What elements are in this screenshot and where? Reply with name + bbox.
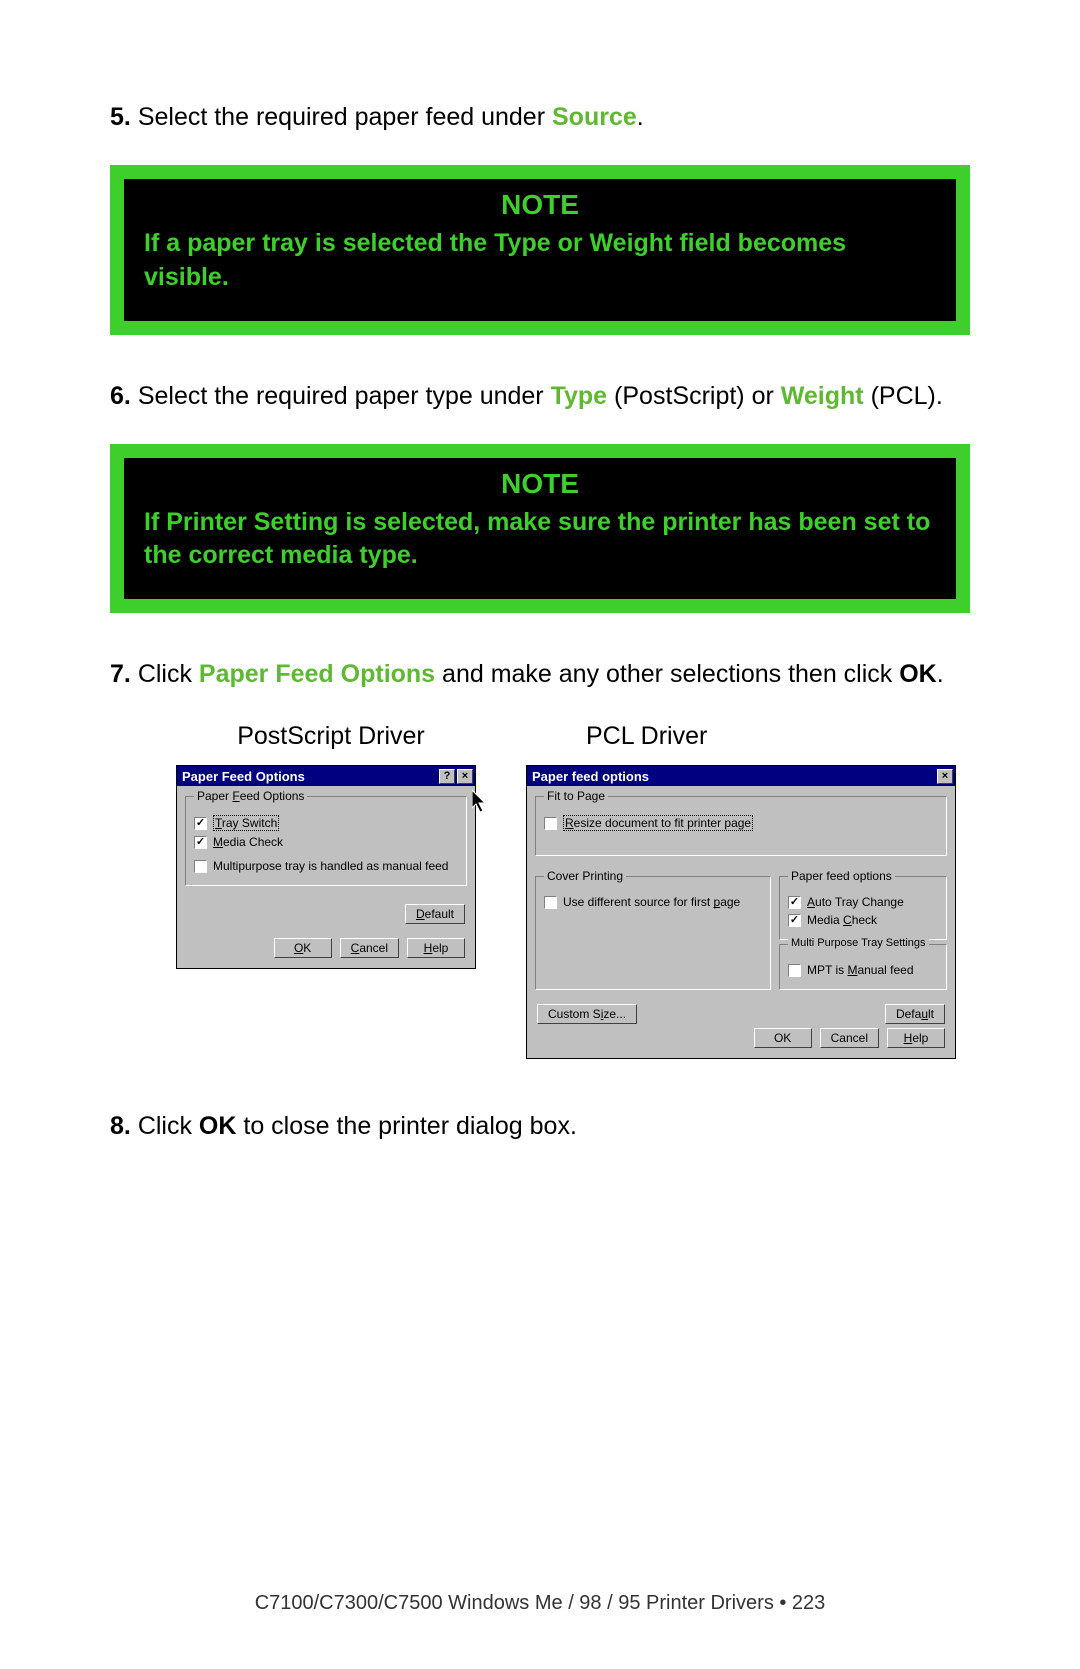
step-6-mid: (PostScript) or: [607, 382, 781, 410]
step-5-kw: Source: [552, 103, 637, 131]
pcl-cover-legend: Cover Printing: [544, 869, 626, 883]
pcl-dialog: Paper feed options × Fit to Page Resize …: [526, 765, 956, 1059]
ps-dialog-titlebar: Paper Feed Options ? ×: [177, 766, 475, 786]
checkbox-icon[interactable]: ✓: [194, 817, 207, 830]
step-6-kw1: Type: [551, 382, 608, 410]
step-8-num: 8.: [110, 1112, 131, 1140]
ps-mpt-label: Multipurpose tray is handled as manual f…: [213, 859, 448, 873]
ps-tray-switch-label: Tray Switch: [213, 815, 279, 831]
pcl-mediacheck-label: Media Check: [807, 913, 877, 927]
ps-dialog-close-icon[interactable]: ×: [457, 769, 473, 784]
drivers-row: PostScript Driver Paper Feed Options ? ×…: [176, 722, 970, 1059]
pcl-driver-label: PCL Driver: [526, 722, 956, 751]
pcl-group-cover: Cover Printing Use different source for …: [535, 876, 771, 990]
pcl-autotray-label: Auto Tray Change: [807, 895, 904, 909]
note-2-title: NOTE: [144, 468, 936, 500]
ps-tray-switch-row[interactable]: ✓ Tray Switch: [194, 815, 458, 831]
ps-group-legend: Paper Feed Options: [194, 789, 307, 803]
ps-group-paperfeed: Paper Feed Options ✓ Tray Switch ✓ Media…: [185, 796, 467, 886]
checkbox-icon[interactable]: [788, 964, 801, 977]
ps-help-button[interactable]: Help: [407, 938, 465, 958]
pcl-fit-legend: Fit to Page: [544, 789, 608, 803]
pcl-dialog-close-icon[interactable]: ×: [937, 769, 953, 784]
checkbox-icon[interactable]: ✓: [788, 914, 801, 927]
pcl-ok-button[interactable]: OK: [754, 1028, 812, 1048]
pcl-fit-row[interactable]: Resize document to fit printer page: [544, 815, 938, 831]
step-5: 5. Select the required paper feed under …: [110, 100, 970, 135]
ps-cancel-button[interactable]: Cancel: [340, 938, 399, 958]
step-7-kw1: Paper Feed Options: [199, 660, 435, 688]
pcl-cancel-button[interactable]: Cancel: [820, 1028, 879, 1048]
note-1-body: If a paper tray is selected the Type or …: [144, 227, 936, 295]
pcl-customsize-button[interactable]: Custom Size...: [537, 1004, 637, 1024]
checkbox-icon[interactable]: ✓: [788, 896, 801, 909]
pcl-group-mpt: Multi Purpose Tray Settings MPT is Manua…: [779, 944, 947, 990]
pcl-cover-label: Use different source for first page: [563, 895, 740, 909]
step-5-pre: Select the required paper feed under: [138, 103, 552, 131]
pcl-cover-row[interactable]: Use different source for first page: [544, 895, 762, 909]
ps-media-check-label: Media Check: [213, 835, 283, 849]
step-7: 7. Click Paper Feed Options and make any…: [110, 657, 970, 692]
pcl-mpt-label: MPT is Manual feed: [807, 963, 914, 977]
ps-dialog-title: Paper Feed Options: [182, 769, 305, 784]
step-5-num: 5.: [110, 103, 131, 131]
step-8-post: to close the printer dialog box.: [236, 1112, 576, 1140]
step-6: 6. Select the required paper type under …: [110, 379, 970, 414]
checkbox-icon[interactable]: [544, 817, 557, 830]
step-8-pre: Click: [138, 1112, 199, 1140]
ps-ok-button[interactable]: OK: [274, 938, 332, 958]
pcl-help-button[interactable]: Help: [887, 1028, 945, 1048]
checkbox-icon[interactable]: [544, 896, 557, 909]
note-1: NOTE If a paper tray is selected the Typ…: [110, 165, 970, 335]
step-7-mid: and make any other selections then click: [435, 660, 899, 688]
pcl-dialog-titlebar: Paper feed options ×: [527, 766, 955, 786]
step-8: 8. Click OK to close the printer dialog …: [110, 1109, 970, 1144]
ps-dialog-help-icon[interactable]: ?: [439, 769, 455, 784]
pcl-group-fit: Fit to Page Resize document to fit print…: [535, 796, 947, 856]
note-1-title: NOTE: [144, 189, 936, 221]
ps-dialog: Paper Feed Options ? × Paper Feed Option…: [176, 765, 476, 969]
step-7-pre: Click: [138, 660, 199, 688]
step-7-num: 7.: [110, 660, 131, 688]
checkbox-icon[interactable]: [194, 860, 207, 873]
step-6-pre: Select the required paper type under: [138, 382, 551, 410]
note-2-body: If Printer Setting is selected, make sur…: [144, 506, 936, 574]
ps-driver-label: PostScript Driver: [176, 722, 486, 751]
step-7-kw2: OK: [899, 660, 937, 688]
step-8-kw: OK: [199, 1112, 237, 1140]
pcl-mpt-row[interactable]: MPT is Manual feed: [788, 963, 938, 977]
ps-media-check-row[interactable]: ✓ Media Check: [194, 835, 458, 849]
page-footer: C7100/C7300/C7500 Windows Me / 98 / 95 P…: [0, 1592, 1080, 1615]
checkbox-icon[interactable]: ✓: [194, 836, 207, 849]
step-5-post: .: [637, 103, 644, 131]
pcl-fit-label: Resize document to fit printer page: [563, 815, 753, 831]
step-6-num: 6.: [110, 382, 131, 410]
ps-mpt-row[interactable]: Multipurpose tray is handled as manual f…: [194, 859, 458, 873]
pcl-dialog-title: Paper feed options: [532, 769, 649, 784]
step-6-kw2: Weight: [781, 382, 864, 410]
pcl-mpt-legend: Multi Purpose Tray Settings: [788, 937, 929, 949]
pcl-autotray-row[interactable]: ✓ Auto Tray Change: [788, 895, 938, 909]
pcl-group-pfo: Paper feed options ✓ Auto Tray Change ✓ …: [779, 876, 947, 940]
pcl-mediacheck-row[interactable]: ✓ Media Check: [788, 913, 938, 927]
ps-default-button[interactable]: Default: [405, 904, 465, 924]
pcl-default-button[interactable]: Default: [885, 1004, 945, 1024]
step-6-post: (PCL).: [864, 382, 943, 410]
step-7-post: .: [937, 660, 944, 688]
pcl-pfo-legend: Paper feed options: [788, 869, 895, 883]
note-2: NOTE If Printer Setting is selected, mak…: [110, 444, 970, 614]
